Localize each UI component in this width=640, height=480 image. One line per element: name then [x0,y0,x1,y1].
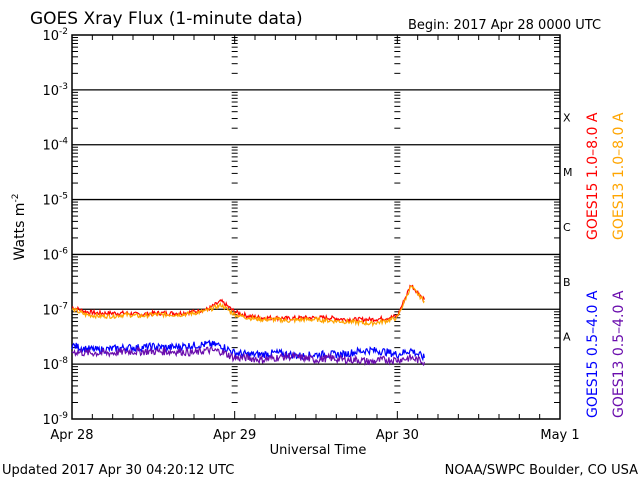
series-line-goes13-1-0-8-0-a [71,285,425,328]
y-tick-label: 10-4 [42,137,68,154]
flare-class-B: B [563,276,571,289]
y-tick-label: 10-6 [42,246,68,263]
x-tick-label: Apr 29 [213,428,256,443]
y-tick-label: 10-7 [42,301,68,318]
y-tick-label: 10-3 [42,82,68,99]
y-tick-label: 10-9 [42,411,68,428]
y-tick-label: 10-2 [42,27,68,44]
x-tick-label: May 1 [540,428,579,443]
legend-entry: GOES13 0.5–4.0 A [611,290,627,418]
series-line-goes15-1-0-8-0-a [71,284,425,324]
flare-class-A: A [563,331,571,344]
series-line-goes13-0-5-4-0-a [71,345,425,367]
y-tick-label: 10-8 [42,356,68,373]
legend-entry: GOES15 1.0–8.0 A [585,112,601,240]
x-tick-label: Apr 28 [50,428,93,443]
y-axis-label: Watts m-2 [11,194,28,261]
legend-entry: GOES13 1.0–8.0 A [611,112,627,240]
flare-class-C: C [563,221,571,234]
legend-entry: GOES15 0.5–4.0 A [585,290,601,418]
chart-title: GOES Xray Flux (1-minute data) [30,9,303,29]
x-axis-label: Universal Time [270,443,367,458]
series-line-goes15-0-5-4-0-a [71,339,425,362]
flare-class-X: X [563,111,571,124]
begin-label: Begin: 2017 Apr 28 0000 UTC [408,18,601,33]
flare-class-M: M [563,166,573,179]
x-tick-label: Apr 30 [376,428,419,443]
updated-label: Updated 2017 Apr 30 04:20:12 UTC [2,463,234,478]
y-tick-label: 10-5 [42,192,68,209]
credit-label: NOAA/SWPC Boulder, CO USA [445,463,638,478]
